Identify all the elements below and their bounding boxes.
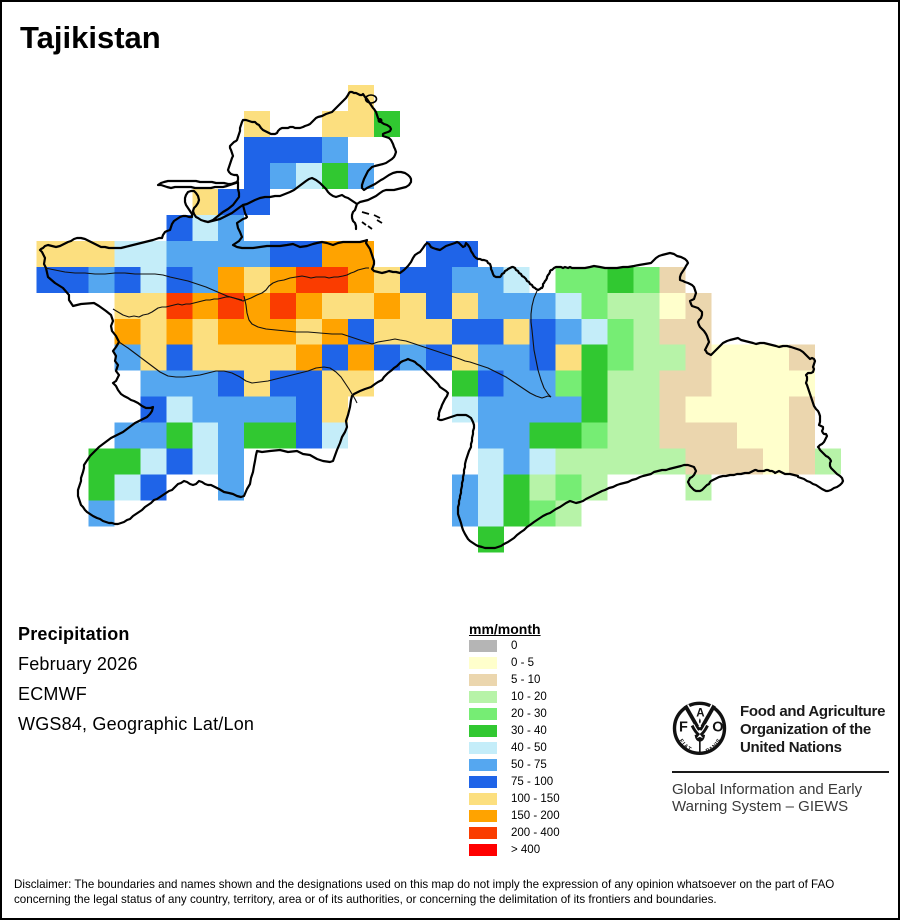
svg-text:PANIS: PANIS — [705, 737, 723, 754]
svg-text:O: O — [712, 719, 723, 735]
svg-text:A: A — [696, 708, 704, 720]
svg-text:F: F — [679, 719, 688, 735]
